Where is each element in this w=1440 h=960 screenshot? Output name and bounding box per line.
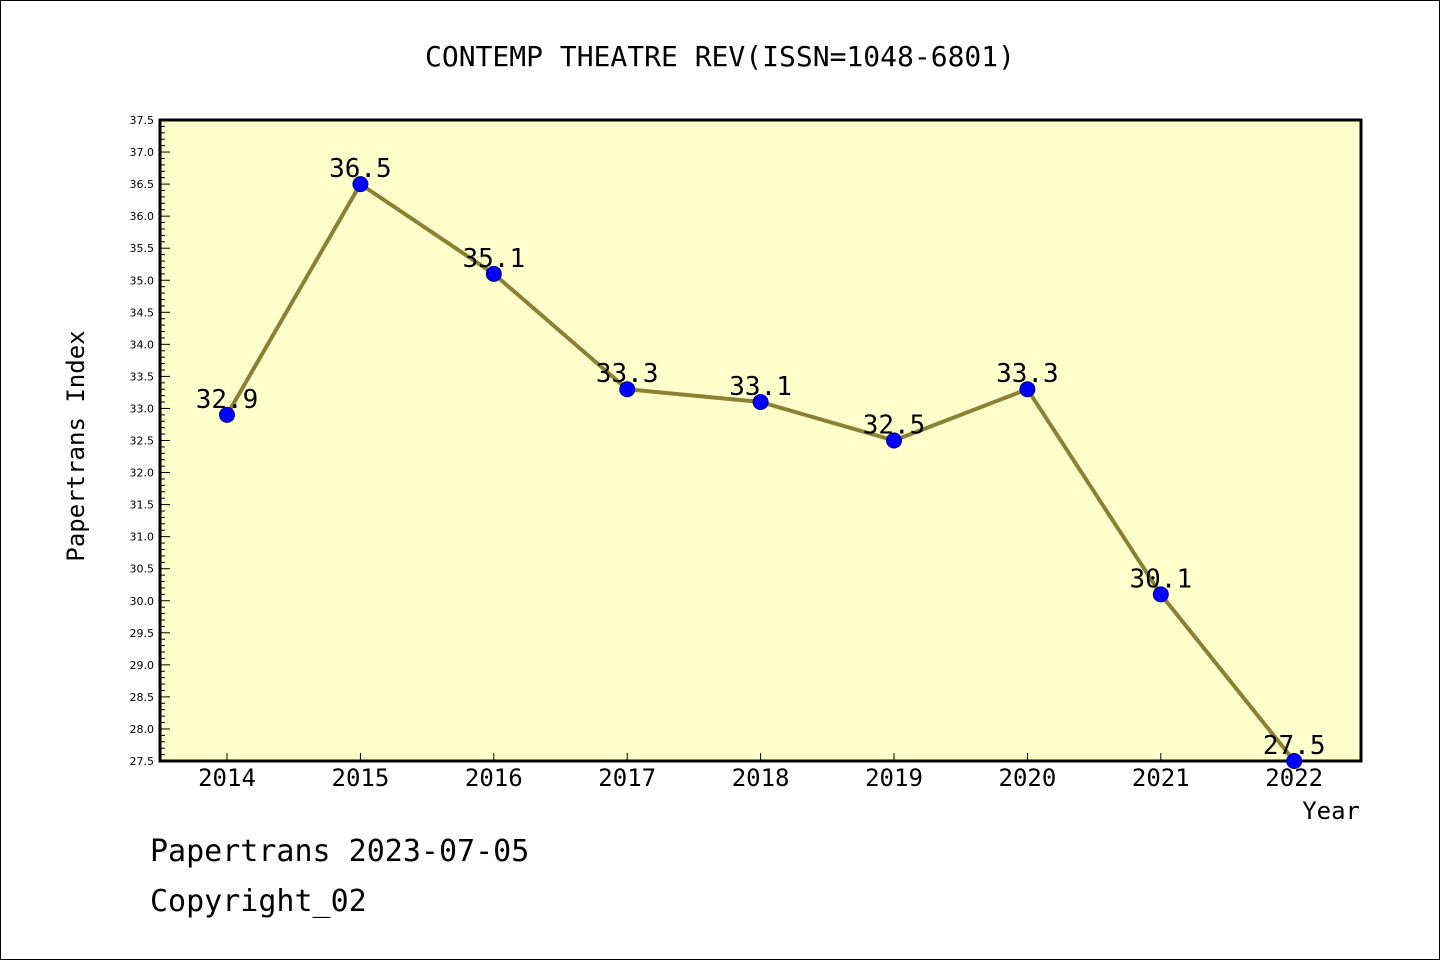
y-tick-label: 36.5 xyxy=(130,178,155,191)
x-axis-label: Year xyxy=(1302,797,1360,825)
data-point xyxy=(886,432,902,449)
plot-background xyxy=(160,120,1361,761)
x-tick-label: 2016 xyxy=(465,764,523,792)
y-axis-label: Papertrans Index xyxy=(62,330,90,561)
footer-date: Papertrans 2023-07-05 xyxy=(150,834,530,869)
y-tick-label: 29.0 xyxy=(130,659,155,672)
data-label: 30.1 xyxy=(1129,564,1192,594)
x-tick-label: 2017 xyxy=(598,764,656,792)
y-tick-label: 29.5 xyxy=(130,627,155,640)
x-tick-label: 2019 xyxy=(865,764,923,792)
data-point xyxy=(752,394,769,411)
data-point xyxy=(1286,753,1303,769)
y-tick-label: 35.5 xyxy=(130,242,155,255)
data-point xyxy=(1019,381,1036,398)
y-tick-label: 33.5 xyxy=(130,370,155,383)
x-tick-label: 2014 xyxy=(198,764,256,792)
data-label: 33.3 xyxy=(996,359,1059,389)
data-label: 32.9 xyxy=(196,385,259,415)
data-point xyxy=(219,406,235,423)
y-tick-label: 27.5 xyxy=(130,755,155,768)
data-label: 35.1 xyxy=(462,244,525,274)
data-point xyxy=(485,265,502,282)
x-tick-label: 2021 xyxy=(1132,764,1190,792)
y-tick-label: 35.0 xyxy=(130,274,155,287)
data-label: 33.1 xyxy=(729,372,792,402)
y-tick-label: 33.0 xyxy=(130,402,155,415)
data-label: 32.5 xyxy=(863,411,926,441)
y-tick-label: 31.5 xyxy=(130,499,155,512)
y-tick-label: 30.0 xyxy=(130,595,155,608)
data-label: 33.3 xyxy=(596,359,659,389)
y-tick-label: 36.0 xyxy=(130,210,155,223)
y-tick-label: 31.0 xyxy=(130,531,155,544)
x-tick-label: 2020 xyxy=(999,764,1057,792)
plot-area: 27.5 28.0 28.5 29.0 29.5 30.0 30.5 31.0 31.5 32.0… xyxy=(130,114,1363,792)
y-tick-label: 28.0 xyxy=(130,723,155,736)
chart-title: CONTEMP THEATRE REV(ISSN=1048-6801) xyxy=(425,40,1015,73)
data-point xyxy=(1152,586,1169,603)
footer-copyright: Copyright_02 xyxy=(150,884,367,919)
y-tick-label: 32.0 xyxy=(130,467,155,480)
y-tick-label: 28.5 xyxy=(130,691,155,704)
data-point xyxy=(619,381,636,398)
y-tick-label: 37.0 xyxy=(130,146,155,159)
data-label: 27.5 xyxy=(1263,731,1326,761)
y-tick-label: 30.5 xyxy=(130,563,155,576)
y-tick-label: 34.0 xyxy=(130,338,155,351)
data-label: 36.5 xyxy=(329,154,392,184)
y-tick-label: 37.5 xyxy=(130,114,155,127)
y-tick-label: 32.5 xyxy=(130,435,155,448)
plot-border xyxy=(158,118,1363,763)
y-tick-label: 34.5 xyxy=(130,306,155,319)
x-tick-label: 2018 xyxy=(732,764,790,792)
x-tick-label: 2015 xyxy=(332,764,390,792)
data-point xyxy=(352,176,369,193)
